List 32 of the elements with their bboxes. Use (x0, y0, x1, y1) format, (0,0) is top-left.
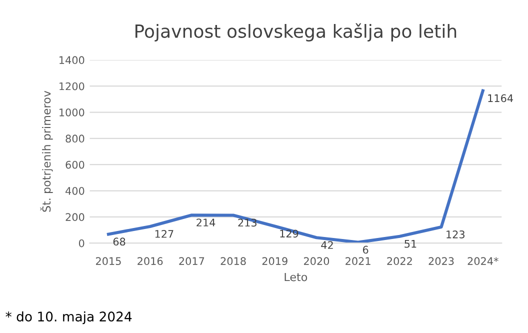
data-label: 123 (446, 230, 464, 238)
y-tick-label: 0 (78, 239, 84, 248)
data-label: 51 (404, 240, 416, 248)
x-tick-label: 2015 (96, 257, 121, 266)
data-label: 129 (280, 230, 298, 238)
x-axis-title: Leto (284, 272, 308, 282)
x-tick-label: 2016 (138, 257, 163, 266)
y-tick-label: 1400 (60, 56, 84, 64)
x-tick-label: 2020 (304, 257, 330, 266)
data-label: 214 (196, 218, 216, 226)
y-tick-label: 600 (66, 160, 84, 169)
data-label: 42 (321, 241, 333, 249)
data-label: 6 (362, 246, 368, 254)
data-label: 68 (113, 238, 126, 246)
data-label: 1164 (488, 94, 513, 102)
x-tick-label: 2021 (346, 257, 370, 266)
x-tick-label: 2019 (262, 257, 288, 266)
y-tick-label: 1000 (60, 108, 84, 116)
text: * do 10. maja 2024 (6, 311, 132, 324)
y-tick-label: 1200 (60, 82, 84, 90)
y-tick-label: 800 (66, 134, 84, 143)
x-tick-label: 2017 (179, 257, 204, 266)
y-axis-title: Št. potrjenih primerov (40, 90, 53, 212)
chart-title: Pojavnost oslovskega kašlja po letih (136, 23, 456, 42)
x-tick-label: 2018 (220, 257, 246, 266)
data-label: 127 (155, 230, 174, 238)
x-tick-label: 2024* (468, 257, 498, 266)
x-tick-label: 2023 (428, 257, 454, 266)
y-tick-label: 200 (66, 213, 84, 222)
x-tick-label: 2022 (387, 257, 412, 266)
y-tick-label: 400 (66, 186, 84, 195)
data-label: 213 (238, 218, 256, 227)
